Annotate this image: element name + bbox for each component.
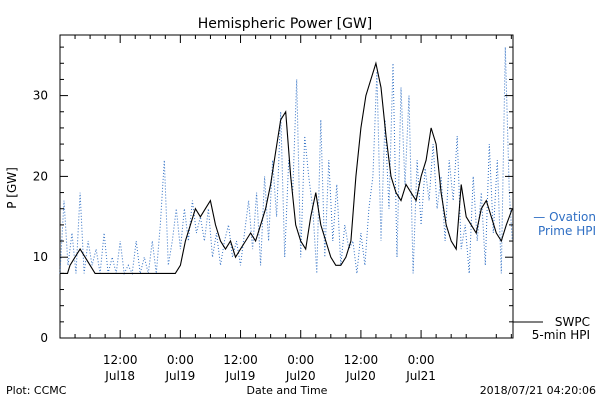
plot-area: 0 10 20 30 12:00 Jul18 0:00 Jul19 12:00 Jul19 0:0… [33, 34, 514, 383]
footer-x-axis-label: Date and Time [247, 384, 328, 397]
x-tick-time-label: 0:00 [167, 353, 194, 367]
footer-plot-credit: Plot: CCMC [6, 384, 67, 397]
footer-timestamp: 2018/07/21 04:20:06 [480, 384, 596, 397]
x-tick-time-label: 12:00 [223, 353, 258, 367]
x-tick-date-label: Jul18 [104, 369, 135, 383]
legend-swpc-label-line2: 5-min HPI [532, 328, 590, 342]
chart-title: Hemispheric Power [GW] [198, 16, 373, 32]
x-tick-date-label: Jul20 [345, 369, 376, 383]
legend-ovation-label: — Ovation [533, 210, 596, 224]
legend-ovation-label-line2: Prime HPI [538, 224, 596, 238]
series-line-ovation-prime [59, 47, 513, 276]
x-tick-date-label: Jul21 [405, 369, 436, 383]
y-tick-label: 30 [33, 89, 48, 103]
x-tick-time-label: 12:00 [103, 353, 138, 367]
x-tick-date-label: Jul19 [225, 369, 256, 383]
y-axis-label: P [GW] [5, 167, 19, 209]
series-layer [59, 47, 513, 276]
x-tick-date-label: Jul20 [285, 369, 316, 383]
x-tick-time-label: 0:00 [287, 353, 314, 367]
x-tick-time-label: 12:00 [344, 353, 379, 367]
y-tick-label: 10 [33, 250, 48, 264]
y-ticks: 0 10 20 30 [33, 46, 513, 345]
series-line-swpc-hpi [60, 61, 513, 274]
y-tick-label: 20 [33, 169, 48, 183]
x-tick-date-label: Jul19 [164, 369, 195, 383]
legend-swpc-label: SWPC [555, 315, 590, 329]
y-tick-label: 0 [40, 331, 48, 345]
x-tick-time-label: 0:00 [408, 353, 435, 367]
plot-frame [59, 34, 514, 339]
x-ticks: 12:00 Jul18 0:00 Jul19 12:00 Jul19 0:00 Jul20 12… [74, 35, 512, 383]
